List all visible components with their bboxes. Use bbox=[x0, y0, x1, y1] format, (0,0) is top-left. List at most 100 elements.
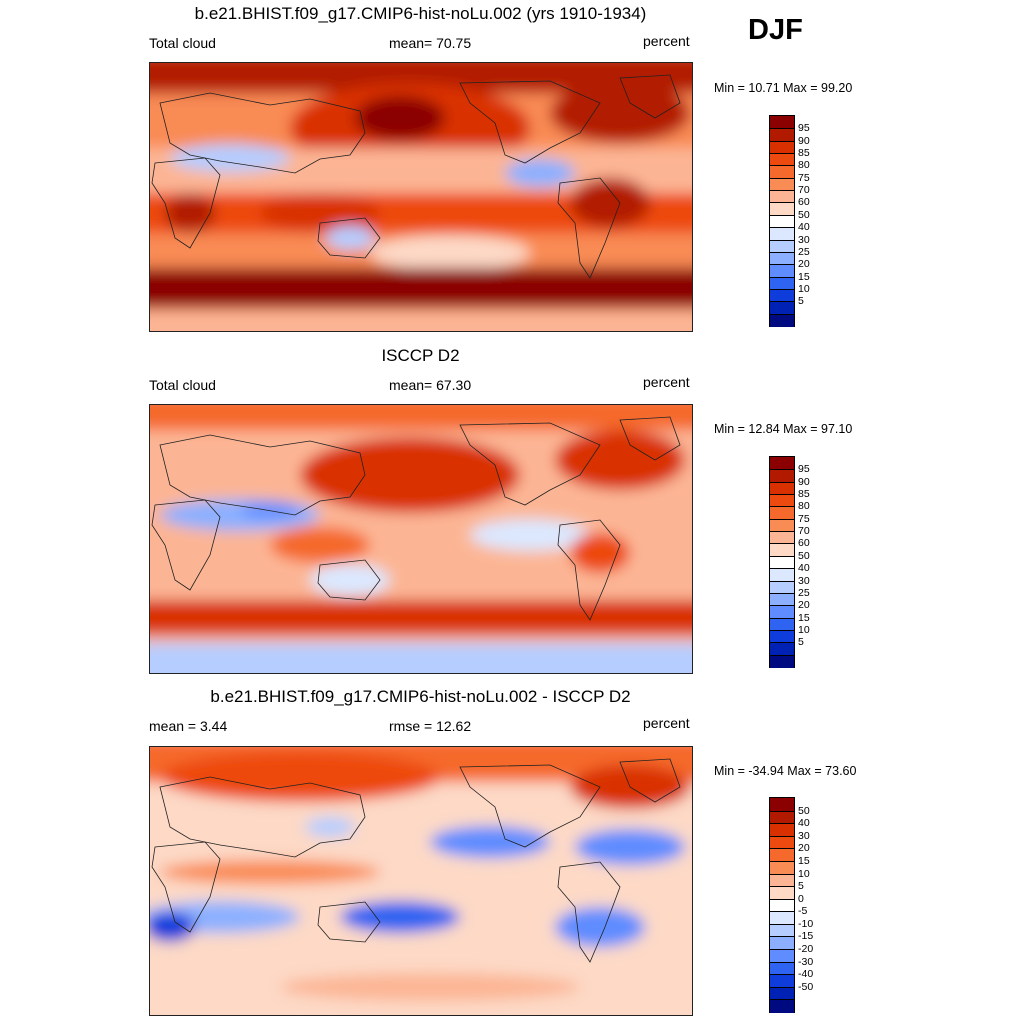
panel-3-colorbar: 50 40 30 20 15 10 5 0 -5 -10 -15 -20 -30 -40 -50 bbox=[769, 797, 813, 1014]
panel-3-minmax: Min = -34.94 Max = 73.60 bbox=[714, 764, 857, 778]
colorbar-tick-label: 75 bbox=[798, 171, 810, 184]
colorbar-tick-label: 5 bbox=[798, 636, 804, 649]
colorbar-tick-label: 40 bbox=[798, 221, 810, 234]
colorbar-tick-label: 40 bbox=[798, 817, 810, 830]
colorbar-swatch bbox=[770, 543, 794, 558]
colorbar-tick-label: 20 bbox=[798, 842, 810, 855]
colorbar-swatch bbox=[770, 886, 794, 901]
colorbar-tick-label: 15 bbox=[798, 611, 810, 624]
colorbar-tick-label: 85 bbox=[798, 147, 810, 160]
colorbar-tick-label: 10 bbox=[798, 623, 810, 636]
panel-1-mean-label: mean= 70.75 bbox=[389, 35, 472, 51]
colorbar-swatch bbox=[770, 481, 794, 496]
colorbar-swatch bbox=[770, 518, 794, 533]
colorbar-tick-label: 85 bbox=[798, 488, 810, 501]
colorbar-tick-label: -40 bbox=[798, 968, 814, 981]
colorbar-tick-label: 0 bbox=[798, 892, 804, 905]
colorbar-tick-label: 5 bbox=[798, 295, 804, 308]
colorbar-tick-label: 50 bbox=[798, 549, 810, 562]
colorbar-swatch bbox=[770, 494, 794, 508]
colorbar-swatch bbox=[770, 214, 794, 229]
panel-2-minmax: Min = 12.84 Max = 97.10 bbox=[714, 422, 853, 436]
colorbar-tick-label: 30 bbox=[798, 574, 810, 587]
colorbar-swatch bbox=[770, 568, 794, 583]
colorbar-swatch bbox=[770, 457, 794, 470]
colorbar-tick-label: -5 bbox=[798, 905, 808, 918]
colorbar-swatch bbox=[770, 239, 794, 254]
colorbar-tick-label: 5 bbox=[798, 880, 804, 893]
colorbar-swatch bbox=[770, 605, 794, 620]
colorbar-swatch bbox=[770, 116, 794, 129]
colorbar-tick-label: 30 bbox=[798, 829, 810, 842]
colorbar-swatch bbox=[770, 580, 794, 595]
colorbar-swatch bbox=[770, 617, 794, 632]
colorbar-swatch bbox=[770, 848, 794, 863]
colorbar-tick-label: 20 bbox=[798, 599, 810, 612]
colorbar-tick-label: 60 bbox=[798, 196, 810, 209]
colorbar-tick-label: 70 bbox=[798, 525, 810, 538]
colorbar-tick-label: 95 bbox=[798, 463, 810, 476]
panel-3-map bbox=[149, 746, 693, 1016]
colorbar-swatch bbox=[770, 592, 794, 607]
colorbar-swatch bbox=[770, 999, 794, 1014]
panel-1-units-label: percent bbox=[643, 33, 690, 49]
panel-2-units-label: percent bbox=[643, 374, 690, 390]
season-label: DJF bbox=[748, 14, 803, 46]
colorbar-swatch bbox=[770, 276, 794, 291]
colorbar-swatch bbox=[770, 531, 794, 545]
colorbar-tick-label: 75 bbox=[798, 512, 810, 525]
colorbar-tick-label: 40 bbox=[798, 562, 810, 575]
colorbar-tick-label: 90 bbox=[798, 134, 810, 147]
colorbar-swatch bbox=[770, 190, 794, 204]
colorbar-swatch bbox=[770, 264, 794, 279]
colorbar-tick-label: 15 bbox=[798, 270, 810, 283]
colorbar-tick-label: 30 bbox=[798, 233, 810, 246]
colorbar-tick-label: 80 bbox=[798, 159, 810, 172]
colorbar-swatch bbox=[770, 860, 794, 876]
panel-3-rmse-label: rmse = 12.62 bbox=[389, 718, 472, 734]
panel-2-colorbar: 95 90 85 80 75 70 60 50 40 30 25 20 15 10 5 bbox=[769, 456, 810, 669]
colorbar-tick-label: 70 bbox=[798, 184, 810, 197]
colorbar-tick-label: -30 bbox=[798, 955, 814, 968]
colorbar-swatch bbox=[770, 313, 794, 328]
colorbar-tick-label: 15 bbox=[798, 854, 810, 867]
colorbar-swatch bbox=[770, 555, 794, 570]
colorbar-swatch bbox=[770, 974, 794, 989]
colorbar-tick-label: 25 bbox=[798, 586, 810, 599]
colorbar-swatch bbox=[770, 506, 794, 521]
colorbar-tick-label: 50 bbox=[798, 804, 810, 817]
panel-2-mean-label: mean= 67.30 bbox=[389, 377, 472, 393]
colorbar-swatch bbox=[770, 227, 794, 242]
colorbar-swatch bbox=[770, 923, 794, 938]
panel-3-title: b.e21.BHIST.f09_g17.CMIP6-hist-noLu.002 … bbox=[210, 687, 631, 706]
colorbar-tick-label: 80 bbox=[798, 500, 810, 513]
colorbar-swatch bbox=[770, 165, 794, 180]
colorbar-swatch bbox=[770, 873, 794, 888]
colorbar-tick-label: -10 bbox=[798, 917, 814, 930]
colorbar-swatch bbox=[770, 898, 794, 913]
colorbar-swatch bbox=[770, 202, 794, 217]
colorbar-swatch bbox=[770, 177, 794, 192]
colorbar-swatch bbox=[770, 128, 794, 143]
colorbar-swatch bbox=[770, 642, 794, 657]
colorbar-swatch bbox=[770, 629, 794, 644]
panel-1-map bbox=[149, 62, 693, 332]
colorbar-swatch bbox=[770, 936, 794, 951]
colorbar-swatch bbox=[770, 823, 794, 838]
colorbar-tick-label: 10 bbox=[798, 867, 810, 880]
colorbar-tick-label: 10 bbox=[798, 282, 810, 295]
panel-1-colorbar: 95 90 85 80 75 70 60 50 40 30 25 20 15 10 5 bbox=[769, 115, 810, 328]
colorbar-swatch bbox=[770, 469, 794, 484]
colorbar-tick-label: 95 bbox=[798, 122, 810, 135]
colorbar-tick-label: -20 bbox=[798, 943, 814, 956]
colorbar-swatch bbox=[770, 961, 794, 976]
colorbar-tick-label: 50 bbox=[798, 208, 810, 221]
colorbar-swatch bbox=[770, 798, 794, 812]
colorbar-tick-label: 60 bbox=[798, 537, 810, 550]
colorbar-swatch bbox=[770, 251, 794, 266]
colorbar-tick-label: 90 bbox=[798, 475, 810, 488]
colorbar-tick-label: 20 bbox=[798, 258, 810, 271]
panel-2-title: ISCCP D2 bbox=[381, 346, 460, 365]
colorbar-swatch bbox=[770, 140, 794, 155]
colorbar-tick-label: 25 bbox=[798, 245, 810, 258]
